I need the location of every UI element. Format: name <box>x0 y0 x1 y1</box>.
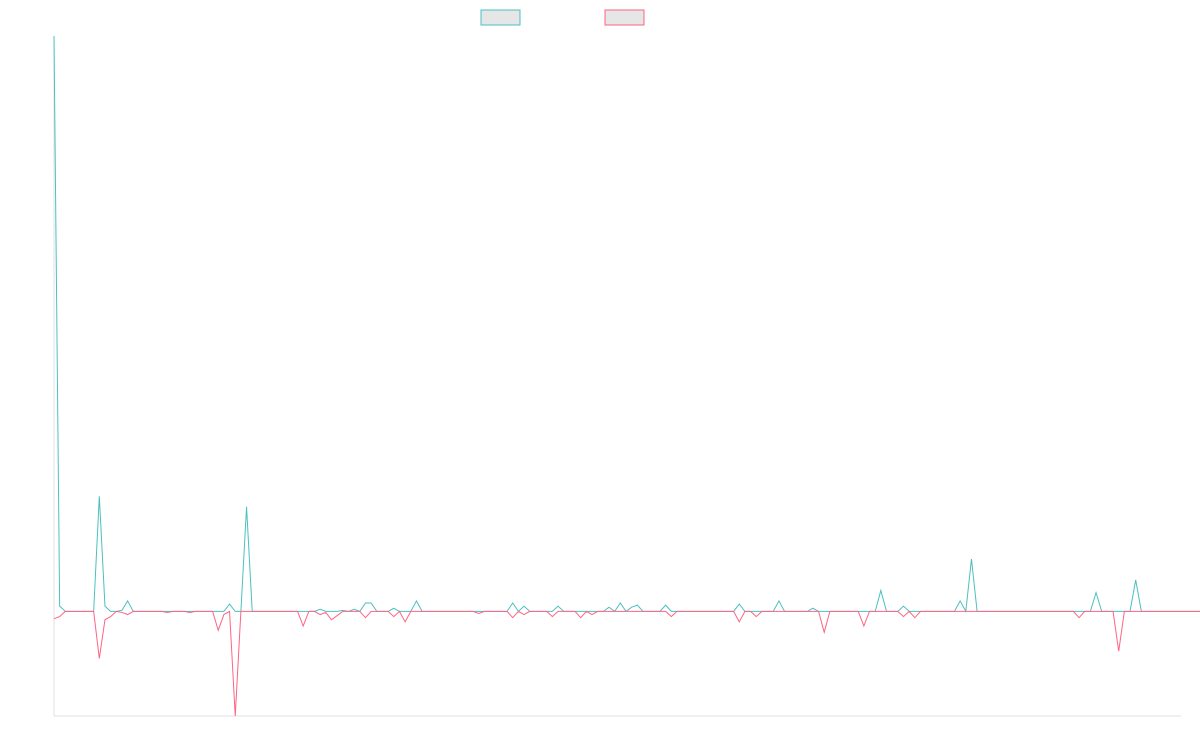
axes <box>53 36 1181 717</box>
legend[interactable] <box>480 9 645 26</box>
series-line-2 <box>53 610 1200 717</box>
series-line-1 <box>53 35 1200 614</box>
series-layer <box>53 35 1200 717</box>
legend-swatch-1[interactable] <box>480 9 521 26</box>
legend-swatch-2[interactable] <box>604 9 645 26</box>
